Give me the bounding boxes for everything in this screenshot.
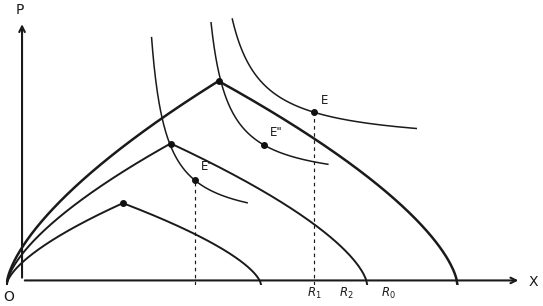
Text: O: O bbox=[3, 290, 14, 304]
Text: E: E bbox=[320, 94, 328, 107]
Text: $R_1$: $R_1$ bbox=[307, 286, 321, 301]
Text: $R_2$: $R_2$ bbox=[339, 286, 353, 301]
Text: E": E" bbox=[270, 126, 283, 139]
Text: P: P bbox=[15, 3, 23, 17]
Text: X: X bbox=[529, 275, 539, 289]
Text: E': E' bbox=[201, 160, 212, 173]
Text: $R_0$: $R_0$ bbox=[381, 286, 396, 301]
